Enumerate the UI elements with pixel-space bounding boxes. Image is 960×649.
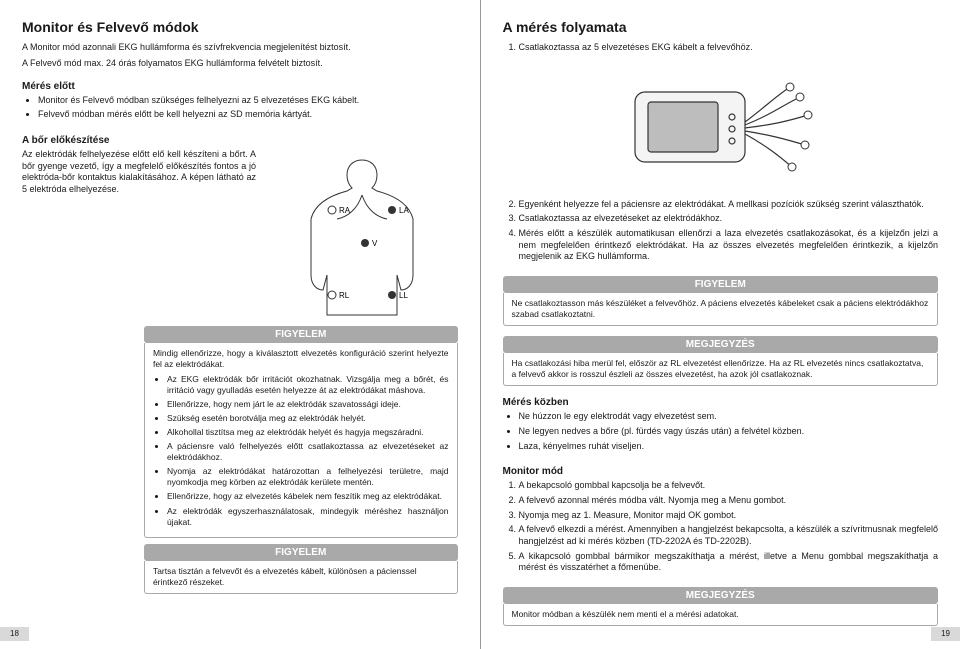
svg-text:V: V xyxy=(372,239,378,248)
svg-text:LL: LL xyxy=(399,291,408,300)
heading-before-measure: Mérés előtt xyxy=(22,80,458,93)
callout-figyelem-2: FIGYELEM Tartsa tisztán a felvevőt és a … xyxy=(144,544,458,594)
device-illustration xyxy=(503,67,939,191)
page-left: Monitor és Felvevő módok A Monitor mód a… xyxy=(0,0,481,649)
left-p1: A Monitor mód azonnali EKG hullámforma é… xyxy=(22,42,458,54)
left-p2: A Felvevő mód max. 24 órás folyamatos EK… xyxy=(22,58,458,70)
electrode-diagram: RA LA V RL LL xyxy=(266,149,457,320)
heading-monitor-mode: Monitor mód xyxy=(503,465,939,478)
right-title: A mérés folyamata xyxy=(503,18,939,36)
svg-text:LA: LA xyxy=(399,206,409,215)
callout-note-2: MEGJEGYZÉS Monitor módban a készülék nem… xyxy=(503,587,939,626)
during-list: Ne húzzon le egy elektrodát vagy elvezet… xyxy=(503,411,939,455)
monitor-steps: A bekapcsoló gombbal kapcsolja be a felv… xyxy=(503,480,939,577)
heading-during: Mérés közben xyxy=(503,396,939,409)
procedure-list: Csatlakoztassa az 5 elvezetéses EKG kábe… xyxy=(503,42,939,57)
svg-text:RL: RL xyxy=(339,291,350,300)
heading-skin-prep: A bőr előkészítése xyxy=(22,134,458,147)
page-number-left: 18 xyxy=(0,627,29,641)
procedure-list-cont: Egyenként helyezze fel a páciensre az el… xyxy=(503,199,939,266)
callout-figyelem-1: FIGYELEM Mindig ellenőrizze, hogy a kivá… xyxy=(144,326,458,538)
page-right: A mérés folyamata Csatlakoztassa az 5 el… xyxy=(481,0,960,649)
callout-note-1: MEGJEGYZÉS Ha csatlakozási hiba merül fe… xyxy=(503,336,939,386)
left-title: Monitor és Felvevő módok xyxy=(22,18,458,36)
svg-text:RA: RA xyxy=(339,206,351,215)
callout-figyelem-3: FIGYELEM Ne csatlakoztasson más készülék… xyxy=(503,276,939,326)
skin-para: Az elektródák felhelyezése előtt elő kel… xyxy=(22,149,256,196)
pre-list: Monitor és Felvevő módban szükséges felh… xyxy=(22,95,458,124)
page-number-right: 19 xyxy=(931,627,960,641)
